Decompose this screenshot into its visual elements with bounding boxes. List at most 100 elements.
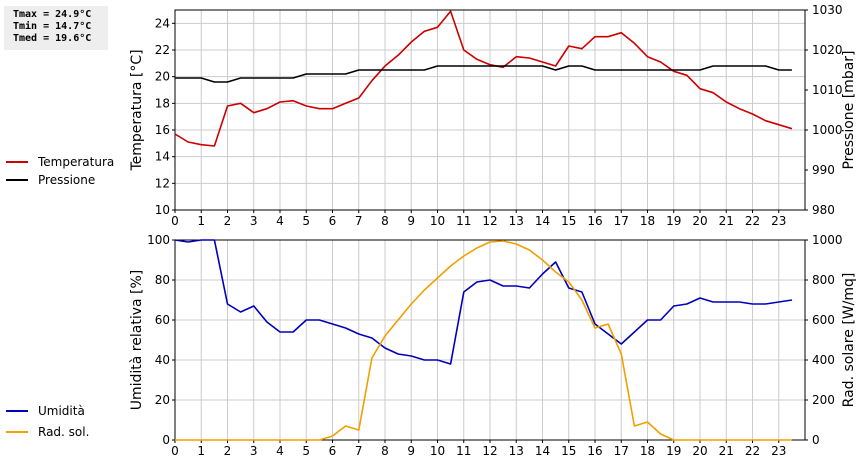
x-tick-label: 0: [171, 214, 179, 228]
x-tick-label: 18: [640, 214, 655, 228]
y-tick-label: 18: [155, 96, 170, 110]
legend-label-temperature: Temperatura: [38, 155, 115, 169]
x-tick-label: 22: [745, 214, 760, 228]
x-tick-label: 4: [276, 444, 284, 458]
y-tick-label: 24: [155, 16, 170, 30]
legend-entry: Umidità: [6, 402, 126, 420]
x-tick-label: 19: [666, 214, 681, 228]
y2-tick-label: 400: [812, 353, 835, 367]
x-tick-label: 14: [535, 444, 550, 458]
x-tick-label: 2: [224, 444, 232, 458]
x-tick-label: 2: [224, 214, 232, 228]
x-tick-label: 8: [381, 444, 389, 458]
y2-tick-label: 1010: [812, 83, 843, 97]
legend-label-humidity: Umidità: [38, 404, 85, 418]
x-tick-label: 12: [482, 214, 497, 228]
y2-axis-title: Pressione [mbar]: [841, 50, 857, 169]
y2-tick-label: 990: [812, 163, 835, 177]
y2-tick-label: 980: [812, 203, 835, 217]
x-tick-label: 6: [329, 444, 337, 458]
x-tick-label: 15: [561, 444, 576, 458]
x-tick-label: 13: [509, 444, 524, 458]
legend-entry: Temperatura: [6, 153, 114, 171]
x-tick-label: 13: [509, 214, 524, 228]
x-tick-label: 21: [719, 444, 734, 458]
x-tick-label: 6: [329, 214, 337, 228]
x-tick-label: 16: [587, 444, 602, 458]
y-axis-title: Umidità relativa [%]: [129, 270, 145, 411]
x-tick-label: 3: [250, 444, 258, 458]
x-tick-label: 19: [666, 444, 681, 458]
x-tick-label: 11: [456, 214, 471, 228]
y-tick-label: 0: [162, 433, 170, 447]
y2-tick-label: 1000: [812, 233, 843, 247]
y-tick-label: 80: [155, 273, 170, 287]
x-tick-label: 14: [535, 214, 550, 228]
legend-label-radiation: Rad. sol.: [38, 425, 90, 439]
y2-tick-label: 800: [812, 273, 835, 287]
y-tick-label: 12: [155, 176, 170, 190]
x-tick-label: 0: [171, 444, 179, 458]
y-tick-label: 20: [155, 393, 170, 407]
y-tick-label: 22: [155, 43, 170, 57]
legend-entry: Rad. sol.: [6, 423, 126, 441]
stats-box: Tmax = 24.9°C Tmin = 14.7°C Tmed = 19.6°…: [4, 6, 108, 50]
stat-tmin: Tmin = 14.7°C: [13, 21, 92, 32]
x-tick-label: 17: [614, 444, 629, 458]
x-tick-label: 9: [407, 214, 415, 228]
y2-tick-label: 1030: [812, 3, 843, 17]
series-line-pressione: [175, 65, 792, 83]
x-tick-label: 20: [692, 444, 707, 458]
x-tick-label: 1: [197, 214, 205, 228]
x-tick-label: 15: [561, 214, 576, 228]
x-tick-label: 10: [430, 214, 445, 228]
x-tick-label: 5: [302, 214, 310, 228]
x-tick-label: 8: [381, 214, 389, 228]
x-tick-label: 5: [302, 444, 310, 458]
x-tick-label: 7: [355, 444, 363, 458]
series-line-umidit-: [174, 239, 793, 365]
x-tick-label: 10: [430, 444, 445, 458]
x-tick-label: 3: [250, 214, 258, 228]
y-tick-label: 14: [155, 150, 170, 164]
x-tick-label: 17: [614, 214, 629, 228]
legend-swatch-radiation: [6, 431, 28, 433]
x-tick-label: 16: [587, 214, 602, 228]
y-tick-label: 60: [155, 313, 170, 327]
x-tick-label: 18: [640, 444, 655, 458]
x-tick-label: 21: [719, 214, 734, 228]
x-tick-label: 7: [355, 214, 363, 228]
y-axis-title: Temperatura [°C]: [129, 49, 145, 171]
x-tick-label: 11: [456, 444, 471, 458]
plot-frame: [174, 239, 806, 441]
y2-tick-label: 600: [812, 313, 835, 327]
x-tick-label: 20: [692, 214, 707, 228]
y-tick-label: 20: [155, 70, 170, 84]
x-tick-label: 23: [771, 444, 786, 458]
legend-swatch-pressure: [6, 179, 28, 181]
x-tick-label: 9: [407, 444, 415, 458]
legend-entry: Pressione: [6, 171, 114, 189]
y-tick-label: 10: [155, 203, 170, 217]
legend-label-pressure: Pressione: [38, 173, 96, 187]
stat-tmax: Tmax = 24.9°C: [13, 9, 92, 20]
stat-tmed: Tmed = 19.6°C: [13, 33, 92, 44]
x-tick-label: 1: [197, 444, 205, 458]
x-tick-label: 4: [276, 214, 284, 228]
legend-swatch-temperature: [6, 161, 28, 163]
y-tick-label: 40: [155, 353, 170, 367]
y2-axis-title: Rad. solare [W/mq]: [841, 273, 857, 408]
x-tick-label: 12: [482, 444, 497, 458]
series-line-rad-sol-: [175, 240, 792, 441]
y-tick-label: 100: [147, 233, 170, 247]
legend-swatch-humidity: [6, 410, 28, 412]
y2-tick-label: 0: [812, 433, 820, 447]
y2-tick-label: 1000: [812, 123, 843, 137]
y2-tick-label: 1020: [812, 43, 843, 57]
x-tick-label: 22: [745, 444, 760, 458]
legend-top: Temperatura Pressione: [6, 153, 114, 189]
y2-tick-label: 200: [812, 393, 835, 407]
y-tick-label: 16: [155, 123, 170, 137]
x-tick-label: 23: [771, 214, 786, 228]
